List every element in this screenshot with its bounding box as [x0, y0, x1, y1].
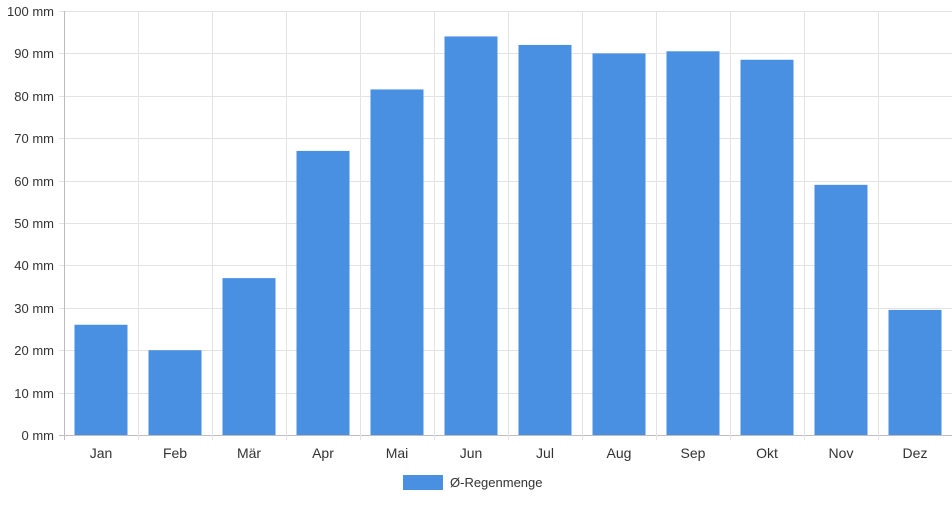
x-tick-label: Mär	[237, 445, 261, 461]
bar-jan	[74, 324, 128, 435]
axis-layer: 0 mm 10 mm 20 mm 30 mm 40 mm 50 mm 60 mm 70 mm 8…	[7, 4, 927, 461]
bar-nov	[814, 184, 868, 435]
x-tick-label: Mai	[386, 445, 409, 461]
x-tick-label: Jan	[90, 445, 113, 461]
x-tick-label: Okt	[756, 445, 778, 461]
y-tick-label: 40 mm	[14, 258, 54, 273]
x-tick-label: Nov	[829, 445, 854, 461]
y-tick-label: 100 mm	[7, 4, 54, 19]
bar-jul	[518, 44, 572, 436]
x-tick-label: Aug	[607, 445, 632, 461]
y-tick-label: 10 mm	[14, 386, 54, 401]
x-tick-label: Dez	[903, 445, 928, 461]
y-tick-label: 80 mm	[14, 89, 54, 104]
x-tick-label: Jul	[536, 445, 554, 461]
bar-okt	[740, 59, 794, 435]
x-tick-label: Sep	[681, 445, 706, 461]
y-tick-label: 20 mm	[14, 343, 54, 358]
legend[interactable]: Ø-Regenmenge	[403, 475, 543, 490]
y-tick-label: 90 mm	[14, 46, 54, 61]
bar-jun	[444, 36, 498, 435]
bar-mai	[370, 89, 424, 435]
y-tick-label: 70 mm	[14, 131, 54, 146]
bar-dez	[888, 309, 942, 435]
y-tick-label: 30 mm	[14, 301, 54, 316]
legend-label[interactable]: Ø-Regenmenge	[450, 475, 543, 490]
y-tick-label: 50 mm	[14, 216, 54, 231]
grid-layer	[59, 11, 952, 440]
bar-feb	[148, 350, 202, 435]
bars-layer	[74, 36, 942, 436]
x-tick-label: Apr	[312, 445, 334, 461]
y-tick-label: 60 mm	[14, 174, 54, 189]
bar-mär	[222, 278, 276, 435]
x-tick-label: Feb	[163, 445, 187, 461]
y-tick-label: 0 mm	[22, 428, 55, 443]
x-tick-label: Jun	[460, 445, 483, 461]
bar-apr	[296, 150, 350, 436]
bar-aug	[592, 53, 646, 436]
legend-swatch[interactable]	[403, 475, 443, 490]
bar-sep	[666, 51, 720, 435]
